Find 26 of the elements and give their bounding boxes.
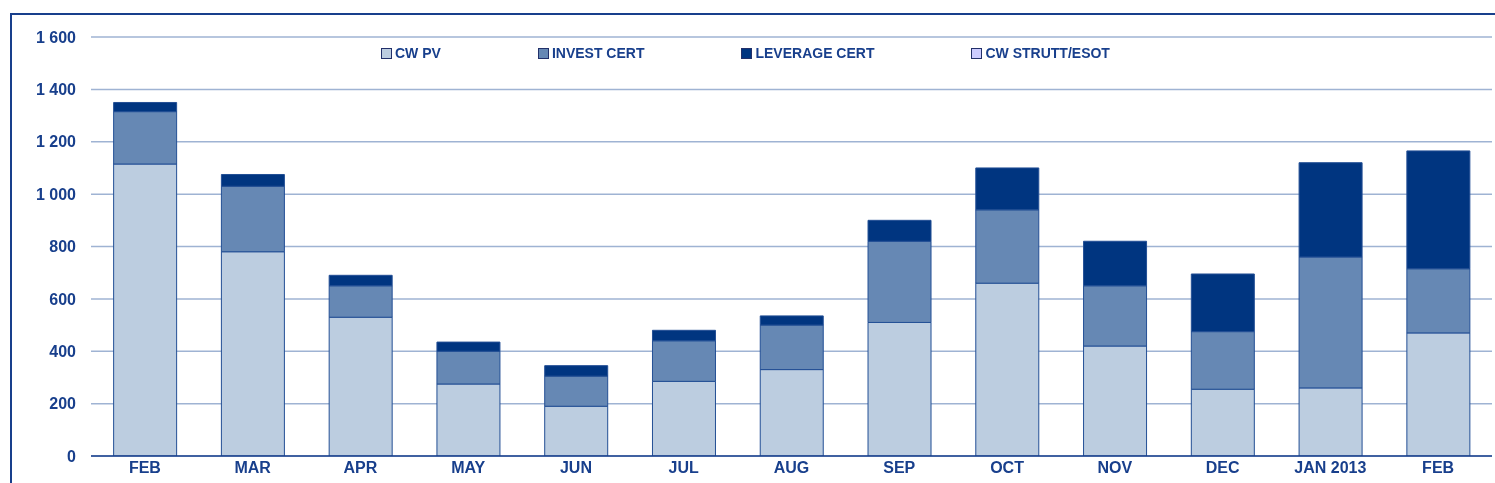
y-tick-label: 1 400: [35, 81, 77, 99]
x-tick-label: DEC: [1205, 459, 1240, 477]
legend-label: LEVERAGE CERT: [755, 45, 875, 61]
y-tick-label: 600: [49, 290, 77, 308]
x-tick-label: JAN 2013: [1294, 459, 1367, 477]
x-tick-label: NOV: [1097, 459, 1133, 477]
legend-label: CW PV: [395, 45, 441, 61]
x-tick-label: FEB: [128, 459, 161, 477]
y-tick-label: 1 600: [35, 28, 77, 46]
legend-label: INVEST CERT: [551, 45, 645, 61]
x-tick-label: MAY: [451, 459, 486, 477]
x-tick-label: AUG: [773, 459, 810, 477]
x-tick-label: JUN: [559, 459, 592, 477]
y-tick-label: 200: [49, 395, 77, 413]
y-tick-label: 1 000: [35, 185, 77, 203]
x-tick-label: APR: [343, 459, 378, 477]
legend-label: CW STRUTT/ESOT: [985, 45, 1110, 61]
y-tick-label: 0: [67, 447, 77, 465]
x-tick-label: SEP: [883, 459, 916, 477]
x-tick-label: OCT: [990, 459, 1025, 477]
y-tick-label: 400: [49, 342, 77, 360]
x-tick-label: JUL: [668, 459, 700, 477]
x-tick-label: FEB: [1422, 459, 1455, 477]
y-tick-label: 800: [49, 238, 77, 256]
y-tick-label: 1 200: [35, 133, 77, 151]
x-tick-label: MAR: [234, 459, 272, 477]
